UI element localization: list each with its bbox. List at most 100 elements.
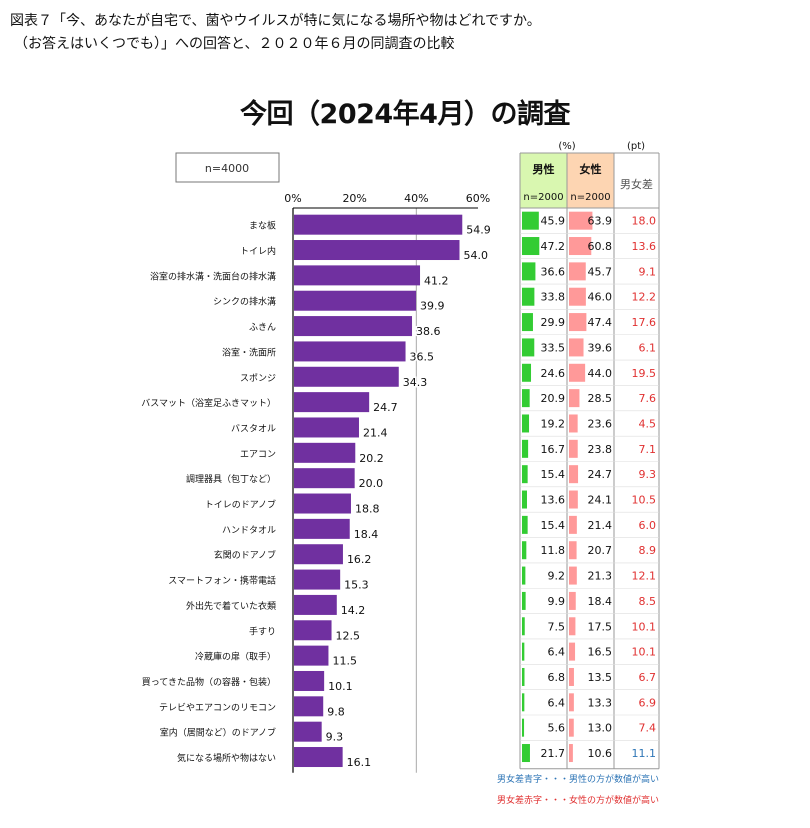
category-label: テレビやエアコンのリモコン — [159, 702, 276, 713]
bar-value-label: 16.1 — [347, 756, 372, 769]
male-value: 47.2 — [541, 240, 566, 253]
female-sample-size: n=2000 — [570, 192, 610, 203]
category-label: バスマット（浴室足ふきマット） — [141, 397, 276, 409]
bar — [294, 696, 324, 717]
category-label: 浴室の排水溝・洗面台の排水溝 — [150, 270, 276, 282]
bar — [294, 569, 341, 590]
male-value-bar — [522, 313, 533, 332]
female-header-cell — [567, 153, 614, 208]
male-value: 21.7 — [541, 747, 566, 760]
male-value-bar — [522, 338, 535, 357]
gender-diff-value: 6.9 — [639, 696, 657, 709]
female-value: 63.9 — [588, 215, 613, 228]
female-value: 24.7 — [588, 468, 613, 481]
female-value: 21.4 — [588, 519, 613, 532]
male-value: 15.4 — [541, 468, 566, 481]
female-value-bar — [569, 338, 584, 357]
bar-value-label: 18.8 — [355, 503, 380, 516]
category-label: ハンドタオル — [222, 525, 276, 536]
bar-value-label: 11.5 — [332, 655, 357, 668]
female-value: 24.1 — [588, 494, 613, 507]
bar-value-label: 14.2 — [341, 604, 366, 617]
female-value: 18.4 — [588, 595, 613, 608]
gender-diff-value: 7.1 — [639, 443, 657, 456]
gender-diff-value: 4.5 — [639, 417, 657, 430]
male-value-bar — [522, 718, 525, 737]
category-label: 玄関のドアノブ — [214, 549, 276, 561]
gender-diff-value: 11.1 — [632, 747, 657, 760]
category-label: 調理器具（包丁など） — [186, 473, 276, 485]
female-value-bar — [569, 667, 574, 686]
female-value: 44.0 — [588, 367, 613, 380]
bar-value-label: 18.4 — [354, 528, 379, 541]
female-value-bar — [569, 211, 593, 230]
gender-diff-value: 6.1 — [639, 341, 657, 354]
gender-diff-value: 8.9 — [639, 544, 657, 557]
gender-diff-value: 17.6 — [632, 316, 657, 329]
gender-diff-value: 10.1 — [632, 646, 657, 659]
male-value-bar — [522, 414, 530, 433]
male-value-bar — [522, 287, 535, 306]
female-value: 17.5 — [588, 620, 613, 633]
female-value-bar — [569, 718, 574, 737]
male-value-bar — [522, 515, 528, 534]
bar — [294, 747, 343, 768]
male-value-bar — [522, 363, 532, 382]
female-value-bar — [569, 389, 580, 408]
female-value-bar — [569, 262, 586, 281]
female-value-bar — [569, 617, 576, 636]
chart-title: 今回（2024年4月）の調査 — [240, 99, 570, 130]
category-label: ふきん — [249, 322, 276, 333]
female-value-bar — [569, 541, 577, 560]
female-value: 16.5 — [588, 646, 613, 659]
category-label: 買ってきた品物（の容器・包装） — [142, 676, 276, 688]
male-value-bar — [522, 744, 530, 763]
male-header-label: 男性 — [533, 162, 555, 176]
male-value-bar — [522, 617, 525, 636]
male-value: 15.4 — [541, 519, 566, 532]
male-value: 16.7 — [541, 443, 566, 456]
male-value-bar — [522, 490, 527, 509]
bar — [294, 290, 417, 311]
gender-diff-value: 12.1 — [632, 570, 657, 583]
category-label: 外出先で着ていた衣類 — [186, 600, 276, 612]
table-unit-pt: (pt) — [627, 141, 645, 152]
x-tick-label: 0% — [284, 192, 301, 205]
female-value: 28.5 — [588, 392, 613, 405]
male-value: 29.9 — [541, 316, 566, 329]
bar — [294, 265, 421, 286]
male-value-bar — [522, 262, 536, 281]
female-value-bar — [569, 642, 576, 661]
female-value-bar — [569, 287, 586, 306]
female-value: 23.8 — [588, 443, 613, 456]
sample-size-box — [175, 152, 280, 183]
male-value-bar — [522, 465, 528, 484]
figure-caption-line2: （お答えはいくつでも）」への回答と、２０２０年６月の同調査の比較 — [14, 36, 455, 52]
female-value: 39.6 — [588, 341, 613, 354]
female-value-bar — [569, 693, 574, 712]
female-value-bar — [569, 744, 573, 763]
bar — [294, 620, 332, 641]
female-value-bar — [569, 566, 577, 585]
bar-value-label: 20.2 — [359, 452, 384, 465]
female-value: 20.7 — [588, 544, 613, 557]
bar — [294, 366, 399, 387]
gender-diff-value: 9.1 — [639, 265, 657, 278]
female-value-bar — [569, 313, 587, 332]
gender-diff-value: 9.3 — [639, 468, 657, 481]
male-value-bar — [522, 389, 530, 408]
male-value: 33.8 — [541, 291, 566, 304]
legend-note-male-higher: 男女差青字・・・男性の方が数値が高い — [497, 775, 660, 785]
male-value: 6.4 — [548, 646, 566, 659]
bar — [294, 645, 329, 666]
bar-value-label: 24.7 — [373, 401, 398, 414]
bar — [294, 493, 351, 514]
gender-diff-value: 10.1 — [632, 620, 657, 633]
x-tick-label: 60% — [466, 192, 490, 205]
bar — [294, 468, 355, 489]
gender-diff-value: 8.5 — [639, 595, 657, 608]
category-label: 冷蔵庫の扉（取手） — [195, 651, 276, 663]
gender-diff-value: 13.6 — [632, 240, 657, 253]
bar — [294, 240, 460, 261]
male-value: 19.2 — [541, 417, 566, 430]
